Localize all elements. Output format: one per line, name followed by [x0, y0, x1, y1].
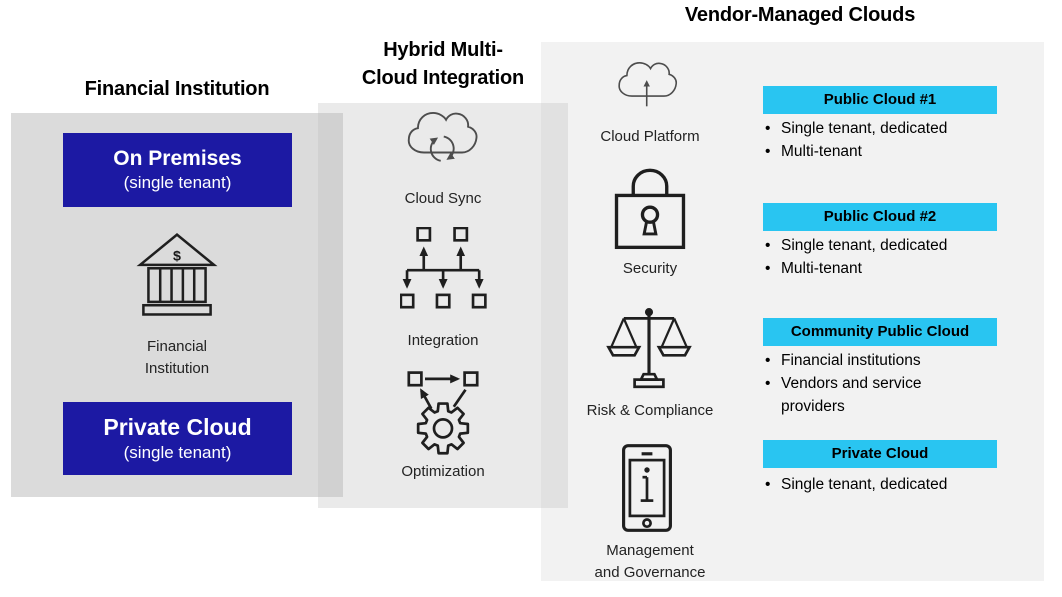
bullet-item: Multi-tenant — [765, 140, 987, 163]
on-premises-box: On Premises (single tenant) — [63, 133, 292, 207]
hybrid-title-line2: Cloud Integration — [361, 67, 525, 89]
management-governance-tablet-icon — [622, 444, 672, 532]
bank-icon: $ — [136, 233, 218, 316]
bank-label: Financial Institution — [90, 336, 264, 380]
public-cloud-2-header: Public Cloud #2 — [763, 203, 997, 231]
management-governance-label-line2: and Governance — [594, 564, 706, 581]
security-label: Security — [622, 260, 678, 277]
bullet-item: Single tenant, dedicated — [765, 473, 987, 496]
bank-label-line2: Institution — [144, 360, 210, 377]
cloud-platform-label: Cloud Platform — [600, 128, 700, 145]
private-cloud-header: Private Cloud — [763, 440, 997, 468]
risk-compliance-label: Risk & Compliance — [586, 402, 714, 419]
cloud-sync-icon — [407, 112, 478, 162]
private-cloud-subtitle: (single tenant) — [123, 443, 232, 462]
optimization-label: Optimization — [401, 463, 485, 480]
integration-icon — [400, 227, 487, 309]
cloud-sync-label: Cloud Sync — [404, 190, 482, 207]
on-premises-title: On Premises — [113, 147, 242, 170]
bullet-item: Multi-tenant — [765, 257, 987, 280]
hybrid-integration-title: Hybrid Multi- Cloud Integration — [318, 36, 568, 92]
private-cloud-title: Private Cloud — [103, 414, 252, 440]
integration-label: Integration — [407, 332, 479, 349]
hybrid-title-line1: Hybrid Multi- — [383, 39, 503, 61]
bullet-item: Single tenant, dedicated — [765, 117, 987, 140]
public-cloud-1-header: Public Cloud #1 — [763, 86, 997, 114]
management-governance-label-line1: Management — [606, 542, 694, 559]
community-public-cloud-bullets: Financial institutions Vendors and servi… — [765, 349, 987, 418]
bullet-item: Vendors and service providers — [765, 372, 987, 418]
security-lock-icon — [614, 168, 686, 250]
hybrid-integration-panel — [318, 103, 568, 508]
optimization-icon — [407, 371, 479, 455]
bank-label-line1: Financial — [146, 338, 208, 355]
private-cloud-box: Private Cloud (single tenant) — [63, 402, 292, 475]
management-governance-label: Management and Governance — [570, 540, 730, 584]
vendor-clouds-title: Vendor-Managed Clouds — [684, 4, 916, 26]
public-cloud-1-bullets: Single tenant, dedicated Multi-tenant — [765, 117, 987, 163]
private-cloud-bullets: Single tenant, dedicated — [765, 473, 987, 496]
public-cloud-2-bullets: Single tenant, dedicated Multi-tenant — [765, 234, 987, 280]
bullet-item: Financial institutions — [765, 349, 987, 372]
dollar-glyph: $ — [173, 249, 181, 265]
risk-compliance-scales-icon — [606, 308, 692, 389]
financial-institution-title: Financial Institution — [84, 78, 270, 100]
bullet-item: Single tenant, dedicated — [765, 234, 987, 257]
cloud-platform-icon — [618, 61, 678, 107]
on-premises-subtitle: (single tenant) — [123, 173, 232, 192]
community-public-cloud-header: Community Public Cloud — [763, 318, 997, 346]
